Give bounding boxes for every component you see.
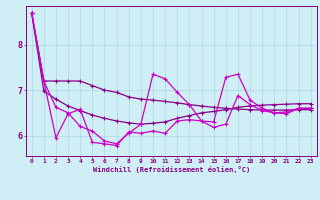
X-axis label: Windchill (Refroidissement éolien,°C): Windchill (Refroidissement éolien,°C) (92, 166, 250, 173)
